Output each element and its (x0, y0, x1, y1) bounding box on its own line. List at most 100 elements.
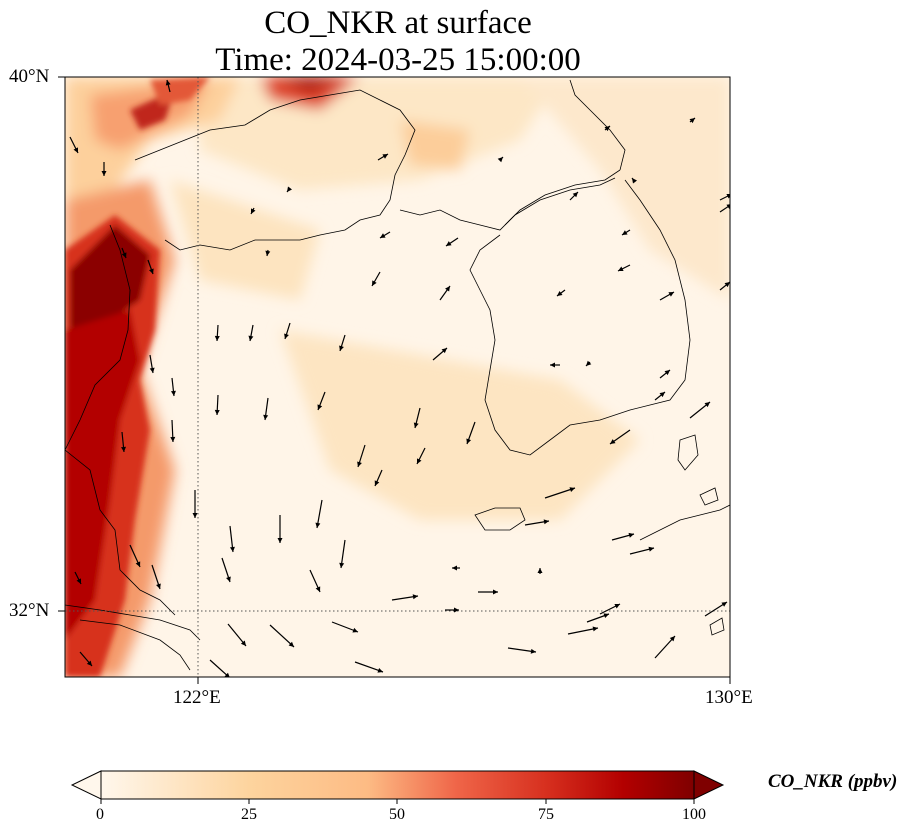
wind-arrow-head (466, 438, 472, 444)
wind-arrow-head (240, 640, 246, 646)
wind-arrow-head (317, 404, 323, 410)
wind-arrow-head (372, 280, 377, 286)
colorbar-extend-high (693, 770, 725, 800)
wind-arrow-head (76, 578, 81, 584)
map-frame (64, 76, 731, 678)
lat-tick-40n: 40°N (9, 66, 50, 87)
wind-arrow-head (569, 487, 575, 492)
wind-arrow-head (165, 80, 171, 86)
wind-arrow-head (632, 178, 637, 184)
wind-arrow-shaft (269, 624, 295, 648)
wind-arrow-head (669, 636, 675, 642)
wind-arrow-head (572, 192, 578, 198)
wind-arrow-head (248, 335, 254, 341)
wind-arrow-head (622, 230, 628, 235)
lat-tick-32n: 32°N (9, 600, 50, 621)
wind-arrow-head (315, 522, 321, 528)
wind-arrow-head (170, 436, 176, 442)
colorbar-extend-low (70, 770, 102, 800)
wind-arrow-head (530, 648, 536, 654)
wind-arrow-head (288, 641, 294, 647)
wind-arrow-head (352, 627, 358, 633)
axis-ticks (58, 76, 731, 684)
map-title: CO_NKR at surface (264, 5, 532, 41)
wind-arrow-head (357, 461, 362, 467)
wind-arrow-head (592, 626, 598, 632)
wind-arrow-head (86, 660, 92, 666)
wind-arrow-head (277, 538, 283, 543)
wind-arrow-head (586, 360, 592, 366)
wind-arrow-head (704, 402, 710, 408)
wind-arrow-head (412, 594, 418, 600)
wind-arrow-head (339, 345, 344, 351)
wind-arrow-head (497, 157, 503, 163)
wind-arrow-head (374, 480, 380, 486)
wind-arrow-shaft (719, 204, 730, 213)
wind-arrow-head (121, 446, 126, 452)
wind-arrow-head (445, 286, 450, 292)
wind-arrow-head (550, 362, 555, 368)
colorbar-tick-0: 0 (96, 806, 104, 823)
wind-arrow-head (603, 613, 609, 619)
wind-arrow-head (339, 562, 345, 568)
wind-arrow-head (380, 233, 386, 238)
wind-arrow-head (170, 390, 176, 396)
wind-arrow-head (446, 241, 452, 246)
wind-arrow-head (668, 292, 674, 297)
wind-arrow-head (726, 204, 730, 209)
wind-arrow-head (382, 154, 388, 159)
wind-arrow-head (604, 126, 610, 132)
wind-arrow-head (224, 672, 230, 677)
wind-arrow-head (648, 546, 654, 552)
colorbar-tick-100: 100 (682, 806, 706, 823)
wind-arrow-head (493, 589, 498, 595)
wind-arrow-shaft (544, 487, 576, 499)
wind-arrow-head (441, 348, 447, 354)
wind-arrow-head (148, 268, 154, 274)
wind-arrow-head (135, 561, 141, 567)
wind-arrow-head (726, 194, 730, 199)
wind-arrow-shaft (719, 194, 730, 201)
wind-arrow-head (557, 291, 563, 296)
concentration-field (65, 77, 730, 677)
wind-arrow-head (614, 604, 620, 609)
wind-arrow-head (226, 576, 231, 582)
wind-arrow-head (156, 583, 161, 589)
wind-arrow-head (377, 667, 383, 673)
wind-vectors (69, 79, 730, 677)
wind-arrow-head (284, 333, 289, 339)
colorbar-title: CO_NKR (ppbv) (768, 771, 898, 792)
wind-arrow-head (287, 186, 292, 192)
colorbar-gradient (101, 771, 694, 799)
wind-arrow-head (610, 439, 616, 444)
wind-arrow-head (214, 409, 220, 415)
wind-arrow-head (315, 586, 321, 592)
colorbar (70, 770, 725, 804)
wind-arrow-head (543, 519, 549, 525)
wind-arrow-head (454, 607, 459, 613)
wind-arrow-head (73, 147, 78, 153)
wind-arrow-head (192, 513, 198, 518)
wind-arrow-head (101, 171, 107, 176)
wind-arrow-head (214, 335, 220, 341)
wind-arrow-head (452, 565, 457, 571)
wind-arrow-head (121, 252, 127, 258)
colorbar-tick-75: 75 (538, 806, 554, 823)
wind-arrow-head (664, 370, 670, 376)
wind-arrow-head (413, 422, 419, 428)
wind-arrow-head (618, 266, 624, 271)
colorbar-tick-50: 50 (389, 806, 405, 823)
wind-arrow-head (721, 602, 727, 607)
wind-arrow-head (229, 546, 235, 552)
wind-arrow-head (724, 282, 730, 288)
wind-arrow-head (149, 367, 155, 373)
wind-arrow-head (659, 392, 665, 398)
wind-arrow-head (537, 568, 543, 573)
lon-tick-122e: 122°E (173, 687, 221, 708)
lon-tick-130e: 130°E (705, 687, 753, 708)
wind-arrow-head (265, 250, 271, 256)
wind-arrow-head (689, 118, 695, 124)
colorbar-tick-25: 25 (241, 806, 257, 823)
wind-arrow-head (628, 532, 634, 538)
